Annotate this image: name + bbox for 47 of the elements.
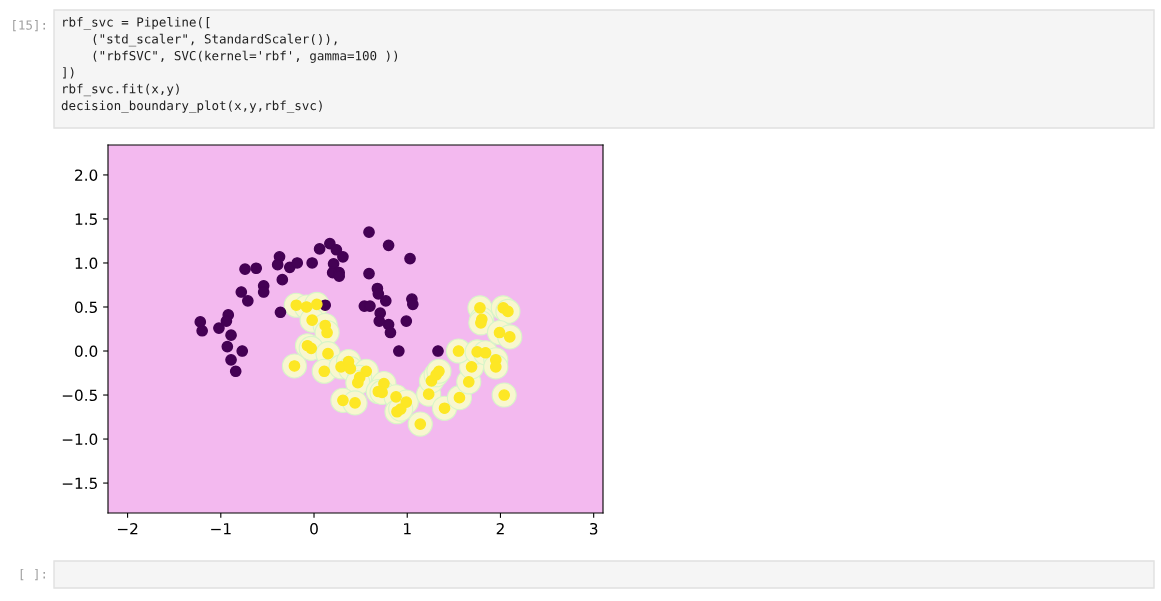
point — [382, 239, 395, 252]
point — [276, 273, 289, 286]
point — [363, 267, 375, 280]
point — [241, 294, 254, 307]
point — [379, 294, 392, 307]
x-tick-label: −2 — [117, 522, 138, 535]
x-tick-label: 2 — [496, 522, 504, 535]
text: [15]: — [13, 20, 45, 32]
text: [ ]: — [20, 568, 45, 581]
point — [235, 286, 248, 298]
point — [236, 345, 249, 357]
y-tick-label: 1.5 — [75, 213, 97, 225]
point — [291, 257, 304, 269]
point — [432, 345, 444, 357]
point — [196, 324, 208, 337]
y-tick-label: 1.0 — [75, 257, 98, 269]
point — [384, 326, 397, 339]
point — [393, 345, 405, 357]
point — [373, 315, 386, 327]
x-tick-label: 0 — [310, 522, 318, 535]
point — [363, 226, 375, 239]
point — [213, 322, 225, 334]
y-tick-label: 0.0 — [74, 345, 98, 358]
point — [337, 250, 349, 263]
x-tick-label: −1 — [211, 523, 231, 535]
y-tick-label: 0.5 — [74, 301, 97, 314]
y-tick-label: 2.0 — [75, 169, 98, 181]
point — [306, 257, 318, 269]
x-tick-label: 3 — [589, 522, 598, 535]
point — [274, 306, 287, 319]
point — [221, 340, 234, 353]
text: rbf_svc = Pipeline([ ("std_scaler", StandardScaler()), ("rbfSVC", SVC(kernel='rbf', gamma=100 )) ]) rbf_svc.fit(x,y) decision_boundary_plot(x,y,rbf_svc) — [61, 17, 398, 113]
point — [225, 353, 237, 366]
point — [229, 365, 242, 378]
point — [220, 315, 233, 327]
y-tick-label: −0.5 — [62, 389, 97, 402]
y-tick-label: −1.5 — [62, 477, 97, 490]
point — [271, 258, 284, 271]
x-tick-label: 1 — [404, 523, 411, 535]
point — [330, 243, 343, 256]
point — [250, 262, 263, 275]
point — [313, 243, 326, 255]
point — [404, 252, 416, 265]
point — [239, 263, 251, 275]
point — [400, 315, 413, 327]
point — [225, 329, 237, 342]
y-tick-label: −1.0 — [62, 433, 98, 446]
